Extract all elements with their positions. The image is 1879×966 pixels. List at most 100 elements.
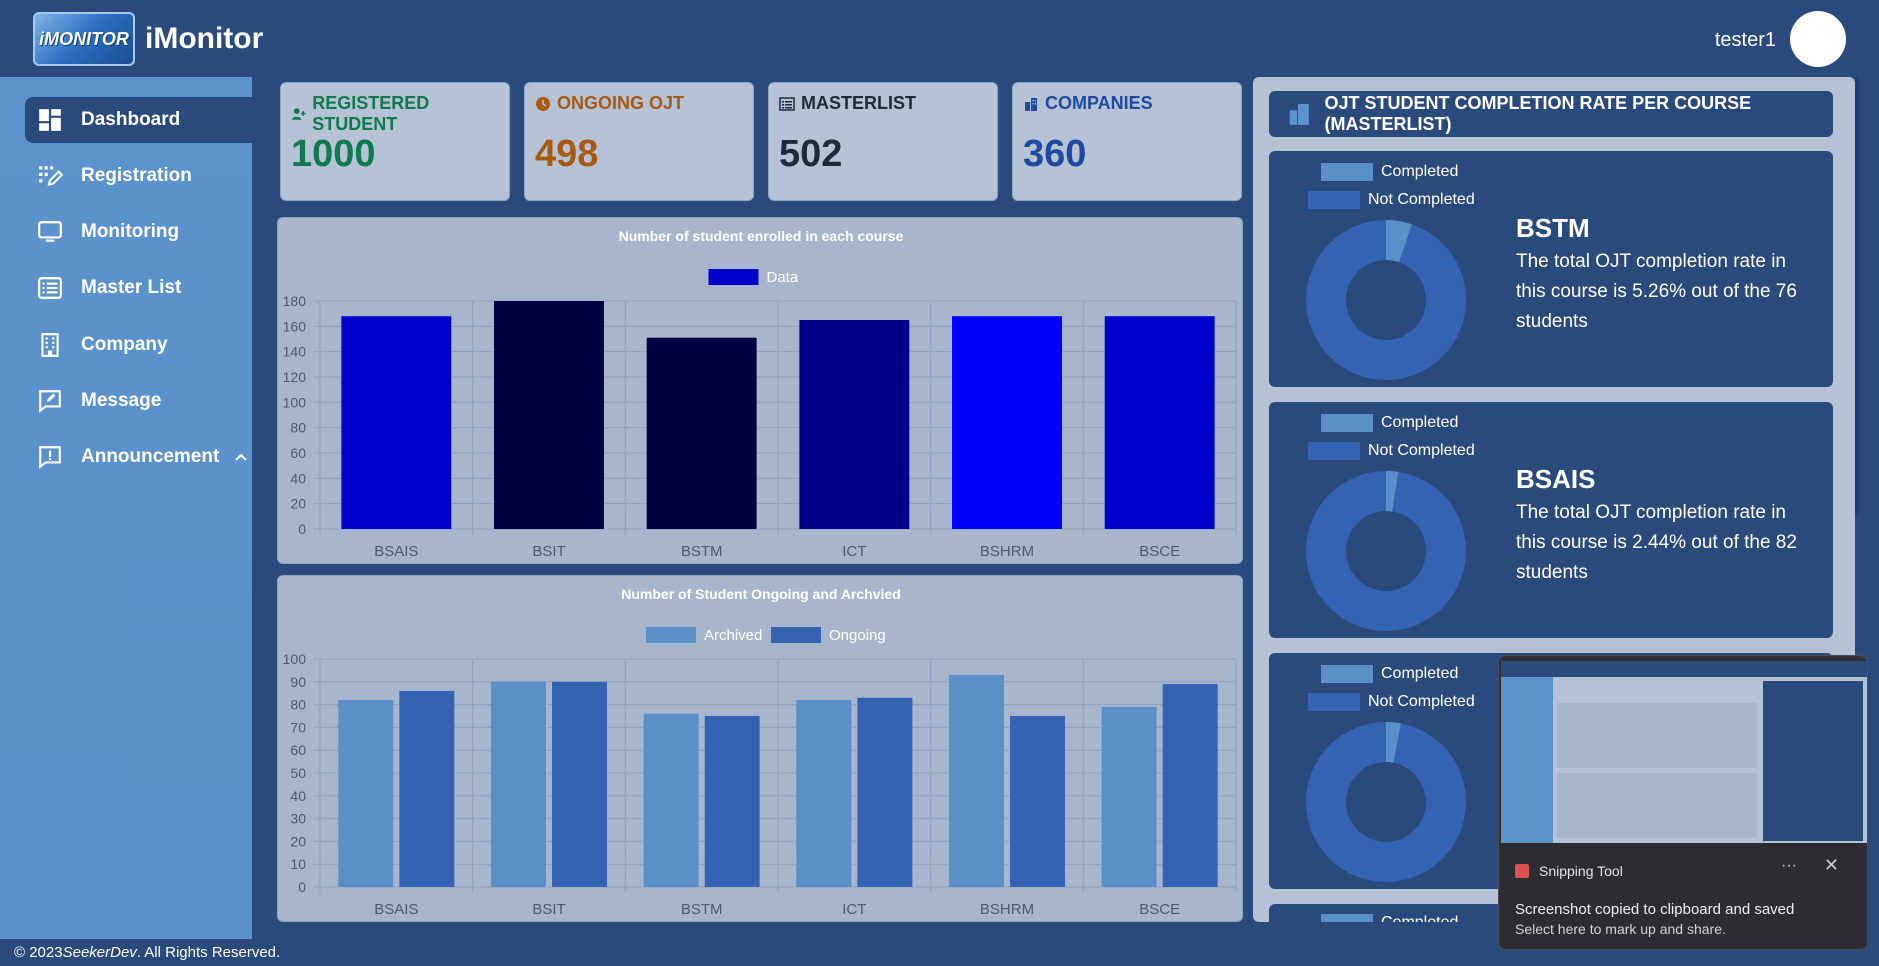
legend-swatch [1321,163,1373,181]
x-tick-label: BSTM [681,901,723,918]
legend-label: Completed [1381,414,1459,431]
chart-title: Number of Student Ongoing and Archvied [621,586,900,602]
building-icon [35,330,65,360]
y-tick-label: 100 [283,651,307,667]
legend-swatch [646,627,696,643]
y-tick-label: 0 [298,521,306,537]
bar [643,713,699,887]
stat-card-ongoing-ojt[interactable]: ONGOING OJT 498 [524,82,754,201]
course-completion-text: The total OJT completion rate in this co… [1516,251,1797,332]
monitor-icon [35,217,65,247]
legend-completed: Completed [1321,414,1458,432]
username[interactable]: tester1 [1714,29,1776,51]
toast-message: Screenshot copied to clipboard and saved [1515,901,1795,918]
y-tick-label: 60 [290,445,306,461]
completion-panel-scrollbar[interactable] [1855,77,1859,515]
legend-swatch [1321,414,1373,432]
completion-donut-chart [1306,471,1466,631]
x-tick-label: BSAIS [374,543,418,560]
bar [799,320,910,529]
avatar[interactable] [1790,11,1846,67]
x-tick-label: BSHRM [980,901,1034,918]
stat-label: MASTERLIST [779,93,916,114]
snipping-tool-icon [1515,864,1529,878]
x-tick-label: BSAIS [374,901,418,918]
screenshot-thumbnail[interactable] [1501,661,1867,843]
stat-label-text: REGISTERED STUDENT [312,93,430,134]
y-tick-label: 40 [290,788,306,804]
toast-subtext: Select here to mark up and share. [1515,921,1726,937]
toast-body[interactable]: Snipping Tool ··· ✕ Screenshot copied to… [1499,843,1867,949]
legend-label: Completed [1381,163,1459,180]
sidebar-item-master-list[interactable]: Master List [25,265,252,311]
bar [399,690,455,887]
legend-swatch [1321,914,1373,922]
logo-text: iMONITOR [39,28,129,49]
sidebar-item-label: Dashboard [81,109,181,130]
course-completion-text: The total OJT completion rate in this co… [1516,502,1797,583]
y-tick-label: 90 [290,674,306,690]
sidebar-item-label: Master List [81,277,182,298]
course-name: BSAIS [1516,464,1596,494]
course-card[interactable]: Completed Not Completed BSTM The total OJT … [1269,151,1833,387]
legend-completed: Completed [1321,163,1458,181]
y-tick-label: 0 [298,879,306,895]
stat-value: 498 [535,133,599,175]
sidebar-item-label: Company [81,334,168,355]
legend-not-completed: Not Completed [1308,442,1475,460]
sidebar-item-monitoring[interactable]: Monitoring [25,209,252,255]
user-plus-icon [291,108,306,120]
stat-card-registered-student[interactable]: REGISTERED STUDENT 1000 [280,82,510,201]
donut-slice-completed [1386,220,1412,263]
legend-label: Not Completed [1368,693,1475,710]
close-icon[interactable]: ✕ [1823,855,1839,875]
app-title: iMonitor [145,22,264,55]
x-tick-label: BSCE [1139,901,1180,918]
legend-swatch [1308,693,1360,711]
footer-brand: SeekerDev [62,944,137,961]
bar [952,316,1062,529]
footer-rights: . All Rights Reserved. [136,944,281,961]
legend-not-completed: Not Completed [1308,191,1475,209]
stat-label: COMPANIES [1023,93,1153,114]
stat-card-companies[interactable]: COMPANIES 360 [1012,82,1242,201]
building-icon [1289,103,1309,125]
x-tick-label: ICT [842,901,866,918]
bar [1010,716,1066,887]
top-header: iMONITOR iMonitor tester1 [0,0,1879,77]
app-logo[interactable]: iMONITOR [33,12,135,66]
legend-label: Data [767,269,799,286]
sidebar-item-registration[interactable]: Registration [25,153,252,199]
stat-card-masterlist[interactable]: MASTERLIST 502 [768,82,998,201]
y-tick-label: 20 [290,833,306,849]
building-icon [1025,97,1037,111]
message-icon [35,386,65,416]
sidebar-item-company[interactable]: Company [25,322,252,368]
completion-donut-chart [1306,220,1466,380]
snipping-tool-toast[interactable]: Snipping Tool ··· ✕ Screenshot copied to… [1498,655,1868,950]
legend-swatch [1308,442,1360,460]
chevron-up-icon[interactable] [233,449,249,465]
y-tick-label: 70 [290,719,306,735]
ongoing-archived-bar-chart: Number of Student Ongoing and Archvied Ar… [283,586,1237,918]
sidebar-item-dashboard[interactable]: Dashboard [25,97,252,143]
stat-value: 1000 [291,133,376,175]
sidebar-item-announcement[interactable]: Announcement [25,434,252,480]
legend-swatch [1308,191,1360,209]
legend-label: Ongoing [829,627,886,644]
bar [704,716,760,887]
enrolled-chart-panel: Number of student enrolled in each cours… [277,217,1243,564]
more-options-icon[interactable]: ··· [1781,857,1797,874]
legend-label: Archived [704,627,762,644]
toast-app-name: Snipping Tool [1515,863,1623,879]
enrolled-bar-chart: Number of student enrolled in each cours… [283,228,1237,560]
legend-swatch [771,627,821,643]
sidebar-item-message[interactable]: Message [25,378,252,424]
legend-completed: Completed [1321,914,1458,922]
sidebar-item-label: Registration [81,165,192,186]
course-card[interactable]: Completed Not Completed BSAIS The total OJT… [1269,402,1833,638]
completion-panel-title: OJT STUDENT COMPLETION RATE PER COURSE (… [1324,93,1752,134]
bar [494,301,604,529]
stat-label-text: MASTERLIST [801,93,916,113]
bar [857,697,913,887]
